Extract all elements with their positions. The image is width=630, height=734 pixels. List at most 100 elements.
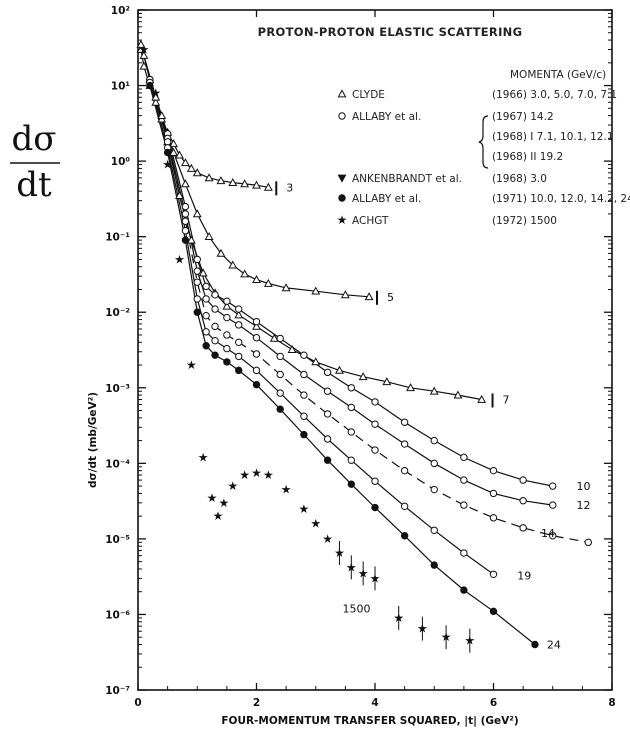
marker-circle-open [211, 305, 219, 313]
marker-triangle-open [364, 292, 374, 301]
y-axis-label: dσ/dt (mb/GeV²) [87, 392, 99, 488]
y-tick-label: 10¹ [111, 81, 131, 93]
marker-star: ★ [213, 509, 224, 523]
curve-label: 1500 [342, 602, 370, 615]
marker-triangle-open [269, 333, 279, 342]
marker-circle-open [323, 387, 332, 395]
marker-triangle-filled [337, 174, 347, 183]
x-axis-label: FOUR-MOMENTUM TRANSFER SQUARED, |t| (GeV… [221, 715, 518, 727]
legend-info: (1968) I 7.1, 10.1, 12.1 [492, 131, 614, 143]
legend-name: ACHGT [352, 215, 389, 227]
marker-triangle-open [429, 386, 439, 395]
marker-circle-open [163, 138, 172, 146]
x-tick-labels: 0 2 4 6 8 [134, 697, 615, 709]
legend-info: (1968) II 19.2 [492, 151, 563, 163]
legend-header: MOMENTA (GeV/c) [510, 69, 606, 81]
marker-triangle-open [406, 383, 415, 392]
marker-triangle-open [169, 147, 178, 156]
marker-triangle-open [382, 377, 392, 386]
marker-star: ★ [207, 491, 218, 505]
marker-circle-open [181, 226, 190, 235]
curve-label: 19 [517, 569, 531, 582]
marker-circle-open [223, 297, 231, 305]
marker-triangle-open [263, 182, 273, 191]
marker-circle-open [460, 549, 468, 557]
marker-circle-filled [323, 456, 332, 464]
marker-circle-filled [430, 561, 438, 569]
legend-info: (1972) 1500 [492, 215, 557, 227]
marker-circle-open [193, 295, 201, 303]
marker-triangle-open [228, 260, 238, 269]
marker-circle-open [235, 338, 243, 346]
marker-triangle-open [311, 286, 321, 295]
marker-star: ★ [150, 86, 161, 100]
legend-info: (1966) 3.0, 5.0, 7.0, 7.1 [492, 89, 617, 101]
curve-24 [149, 85, 536, 645]
marker-circle-open [400, 418, 409, 426]
marker-circle-filled [400, 532, 409, 540]
marker-circle-filled [489, 607, 498, 616]
axis-ticks [137, 9, 613, 691]
marker-circle-open [235, 321, 243, 329]
marker-circle-filled [146, 81, 154, 90]
marker-star: ★ [322, 532, 333, 546]
marker-star: ★ [334, 546, 345, 560]
marker-triangle-open [234, 310, 244, 319]
marker-circle-open [460, 476, 468, 484]
marker-circle-open [400, 502, 409, 510]
marker-triangle-open [136, 39, 146, 48]
marker-circle-filled [163, 148, 172, 157]
marker-circle-filled [193, 308, 201, 316]
curve-label: 3 [286, 181, 293, 194]
y-tick-label: 10⁰ [111, 156, 131, 168]
marker-circle-filled [460, 586, 468, 594]
marker-circle-open [276, 389, 284, 397]
marker-circle-open [252, 366, 261, 375]
marker-circle-open [519, 476, 527, 484]
marker-triangle-open [311, 357, 321, 366]
marker-circle-open [430, 459, 438, 468]
marker-circle-open [193, 278, 201, 286]
marker-circle-filled [252, 380, 261, 389]
y-tick-label: 10⁻³ [105, 383, 130, 395]
marker-circle-open [276, 334, 284, 343]
marker-triangle-open [186, 163, 196, 172]
marker-triangle-open [252, 321, 261, 330]
y-tick-label: 10⁻⁴ [105, 458, 130, 470]
marker-circle-open [549, 501, 557, 509]
marker-triangle-open [198, 268, 208, 277]
marker-star: ★ [346, 560, 357, 574]
legend-name: ALLABY et al. [352, 193, 421, 205]
marker-circle-open [347, 456, 355, 464]
marker-circle-open [202, 311, 210, 320]
marker-circle-open [519, 497, 527, 505]
marker-circle-open [519, 524, 527, 532]
marker-star: ★ [162, 158, 173, 172]
fraction-denominator: dt [16, 165, 52, 205]
legend: CLYDE (1966) 3.0, 5.0, 7.0, 7.1 ALLABY et … [337, 89, 630, 227]
marker-circle-open [371, 398, 379, 406]
legend-name: ALLABY et al. [352, 111, 421, 123]
marker-star: ★ [417, 622, 428, 636]
marker-circle-open [347, 403, 355, 412]
legend-info: (1971) 10.0, 12.0, 14.2, 24.0 [492, 193, 630, 205]
marker-circle-open [193, 255, 201, 264]
marker-triangle-open [287, 344, 297, 353]
legend-name: ANKENBRANDT et al. [352, 173, 462, 185]
curve-label: 14 [541, 527, 555, 540]
marker-star: ★ [464, 634, 475, 648]
y-tick-label: 10⁻² [105, 307, 130, 319]
marker-star: ★ [358, 566, 369, 580]
curve-19 [149, 82, 494, 575]
marker-circle-open [430, 526, 438, 534]
marker-circle-open [489, 466, 498, 475]
marker-circle-filled [276, 405, 284, 413]
marker-circle-open [181, 210, 190, 218]
marker-triangle-open [192, 168, 202, 177]
marker-circle-open [430, 485, 438, 494]
marker-circle-open [347, 428, 355, 436]
marker-circle-filled [202, 342, 210, 350]
marker-triangle-open [139, 50, 149, 59]
marker-circle-open [323, 435, 332, 443]
